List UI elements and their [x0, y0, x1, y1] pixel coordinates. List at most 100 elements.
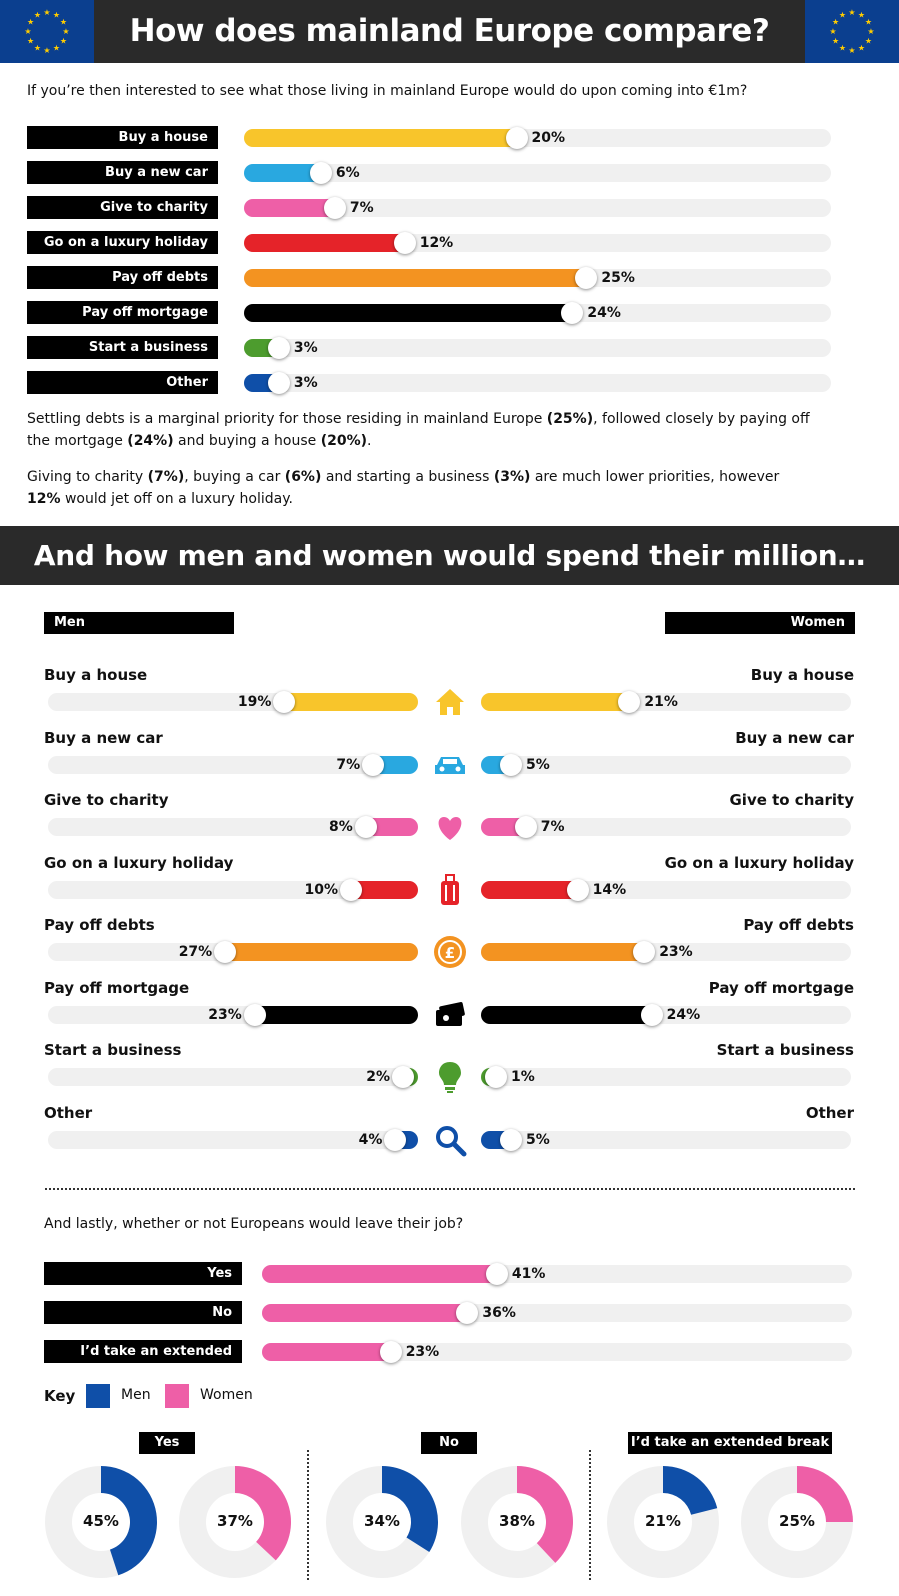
bar-track: [244, 339, 831, 357]
men-value-label: 7%: [336, 757, 361, 773]
women-bar-knob: [514, 816, 537, 838]
women-value-label: 14%: [592, 882, 627, 898]
women-value-label: 24%: [666, 1007, 701, 1023]
job-question: And lastly, whether or not Europeans wou…: [44, 1216, 464, 1232]
bar-label: Yes: [44, 1262, 242, 1285]
women-bar-knob: [500, 1129, 522, 1151]
women-category-label: Go on a luxury holiday: [664, 854, 854, 872]
women-bar-fill: [481, 1006, 659, 1024]
bar-track: [244, 164, 831, 182]
bar-value-label: 3%: [293, 375, 318, 391]
men-bar-knob: [354, 816, 377, 838]
svg-text:★: ★: [848, 8, 855, 17]
summary-paragraph-2: Giving to charity (7%), buying a car (6%…: [27, 466, 817, 510]
women-category-label: Buy a house: [750, 666, 854, 684]
men-donut: [45, 1466, 158, 1578]
men-donut-value: 21%: [645, 1512, 681, 1530]
men-bar-fill: [218, 943, 418, 961]
women-value-label: 23%: [659, 944, 693, 960]
summary-text-segment: , followed closely by paying off the mor…: [27, 411, 810, 449]
women-bar-knob: [500, 754, 522, 776]
summary-text-segment: and buying a house: [173, 433, 321, 449]
women-bar-knob: [566, 879, 589, 901]
bar-value-label: 23%: [405, 1344, 440, 1360]
women-category-label: Pay off mortgage: [708, 979, 854, 997]
page-title: How does mainland Europe compare?: [129, 13, 770, 49]
svg-text:★: ★: [53, 43, 60, 52]
bar-fill: [244, 164, 328, 182]
men-donut-slice: [663, 1466, 718, 1515]
bar-label: Go on a luxury holiday: [27, 231, 218, 254]
men-category-label: Buy a new car: [44, 729, 163, 747]
bar-knob: [456, 1302, 479, 1324]
bar-value-label: 25%: [601, 270, 635, 286]
svg-text:★: ★: [865, 37, 872, 46]
summary-text-segment: (24%): [127, 433, 174, 449]
bar-label: No: [44, 1301, 242, 1324]
summary-text-segment: 12%: [27, 491, 61, 507]
svg-text:★: ★: [839, 11, 846, 20]
donut-group-label: I’d take an extended break: [628, 1432, 832, 1454]
women-bar-knob: [485, 1066, 507, 1088]
bar-fill: [244, 304, 580, 322]
svg-text:★: ★: [832, 18, 839, 27]
women-donut-value: 25%: [779, 1512, 815, 1530]
men-category-label: Give to charity: [44, 791, 169, 809]
men-category-label: Start a business: [44, 1041, 182, 1059]
men-value-label: 23%: [208, 1007, 242, 1023]
svg-text:★: ★: [839, 43, 846, 52]
women-category-label: Other: [805, 1104, 854, 1122]
women-donut-value: 37%: [217, 1512, 253, 1530]
bar-knob: [379, 1341, 402, 1363]
magnifier-icon: [432, 1122, 468, 1158]
bar-knob: [575, 267, 598, 289]
men-category-label: Pay off mortgage: [44, 979, 190, 997]
men-bar-track: [48, 1068, 418, 1086]
bar-knob: [323, 197, 346, 219]
svg-text:★: ★: [858, 11, 865, 20]
women-donut: [741, 1466, 853, 1578]
men-donut: [607, 1466, 719, 1578]
summary-text-segment: and starting a business: [321, 469, 494, 485]
eu-flag-icon: ★ ★ ★ ★ ★ ★ ★ ★ ★ ★ ★ ★: [805, 0, 899, 63]
women-bar-fill: [481, 693, 637, 711]
bar-fill: [244, 269, 594, 287]
bar-value-label: 41%: [511, 1266, 546, 1282]
bar-label: Buy a house: [27, 126, 218, 149]
svg-text:★: ★: [62, 27, 69, 36]
men-value-label: 27%: [178, 944, 213, 960]
men-bar-fill: [277, 693, 418, 711]
svg-text:★: ★: [53, 11, 60, 20]
bar-knob: [267, 372, 290, 394]
group-separator: [307, 1450, 309, 1580]
legend-men-label: Men: [121, 1387, 151, 1403]
women-value-label: 5%: [526, 1132, 550, 1148]
bar-label: Start a business: [27, 336, 218, 359]
svg-text:★: ★: [24, 27, 31, 36]
men-bar-track: [48, 1131, 418, 1149]
legend-women-label: Women: [200, 1387, 253, 1403]
bar-fill: [244, 199, 342, 217]
women-donut: [179, 1466, 291, 1578]
house-icon: [432, 684, 468, 720]
summary-text-segment: Giving to charity: [27, 469, 148, 485]
bar-value-label: 20%: [531, 130, 566, 146]
summary-text-segment: (6%): [284, 469, 322, 485]
women-category-label: Pay off debts: [743, 916, 854, 934]
bar-label: Pay off mortgage: [27, 301, 218, 324]
bar-fill: [262, 1265, 504, 1283]
svg-text:★: ★: [829, 27, 836, 36]
summary-paragraph-1: Settling debts is a marginal priority fo…: [27, 408, 817, 452]
men-bar-knob: [273, 691, 296, 713]
svg-text:★: ★: [43, 8, 50, 17]
bar-fill: [244, 234, 412, 252]
car-icon: [432, 747, 468, 783]
svg-text:★: ★: [867, 27, 874, 36]
men-donut-value: 34%: [364, 1512, 400, 1530]
svg-text:★: ★: [34, 43, 41, 52]
legend-women-swatch: [165, 1384, 189, 1408]
bar-knob: [561, 302, 584, 324]
women-donut-slice: [517, 1466, 573, 1563]
donut-group-label: Yes: [139, 1432, 195, 1454]
bar-value-label: 24%: [587, 305, 621, 321]
